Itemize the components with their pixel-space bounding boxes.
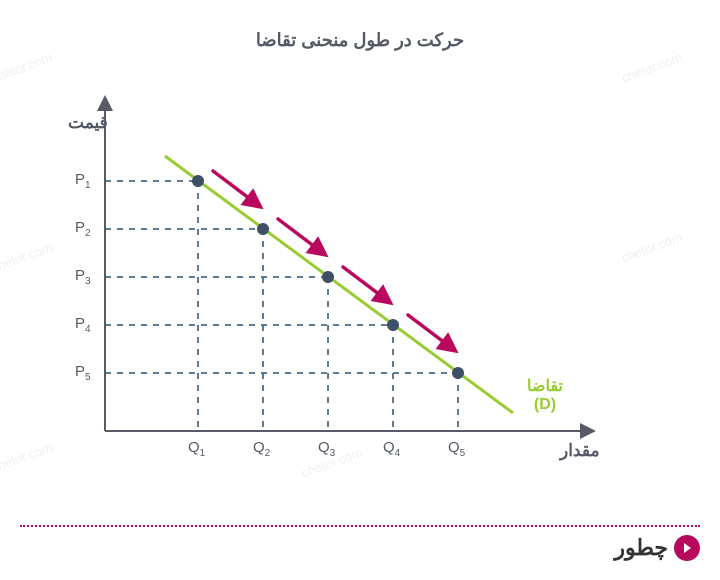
demand-text-d: (D) bbox=[534, 396, 556, 413]
chart-area: قیمت مقدار تقاضا (D) P1 P2 P3 P4 P5 Q1 Q2 Q3 Q4 Q… bbox=[0, 51, 720, 471]
footer-brand-text: چطور bbox=[614, 535, 668, 561]
demand-text: تقاضا bbox=[527, 378, 563, 395]
x-tick-label: Q5 bbox=[448, 439, 465, 459]
x-tick-label: Q1 bbox=[188, 439, 205, 459]
demand-curve-label: تقاضا (D) bbox=[520, 376, 570, 414]
y-tick-label: P5 bbox=[75, 363, 91, 383]
play-icon bbox=[674, 535, 700, 561]
footer-logo: چطور bbox=[614, 535, 700, 561]
y-axis-label: قیمت bbox=[68, 113, 108, 133]
chart-title: حرکت در طول منحنی تقاضا bbox=[0, 30, 720, 51]
y-tick-label: P2 bbox=[75, 219, 91, 239]
x-tick-label: Q2 bbox=[253, 439, 270, 459]
x-tick-label: Q3 bbox=[318, 439, 335, 459]
footer-divider bbox=[20, 525, 700, 529]
x-axis-label: مقدار bbox=[560, 441, 600, 461]
y-tick-label: P3 bbox=[75, 267, 91, 287]
chart-svg bbox=[0, 51, 720, 471]
y-tick-label: P1 bbox=[75, 171, 91, 191]
y-tick-label: P4 bbox=[75, 315, 91, 335]
x-tick-label: Q4 bbox=[383, 439, 400, 459]
footer: چطور bbox=[0, 525, 720, 580]
